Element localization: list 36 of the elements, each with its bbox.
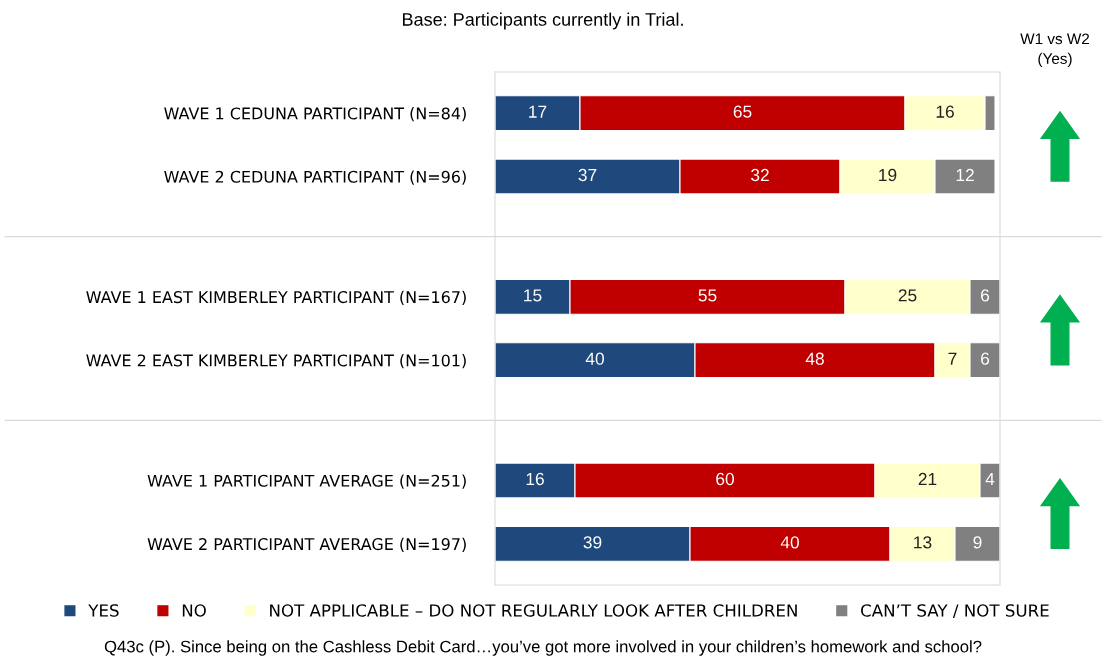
y-tick-label: WAVE 1 EAST KIMBERLEY PARTICIPANT (N=167) [86,290,466,306]
data-label: 4 [985,473,995,485]
data-label: 9 [973,536,982,549]
text: Q43c (P). Since being on the Cashless Debit Card…you’ve got more involved in your children’s homework and school? [104,640,982,656]
data-label: 17 [529,105,547,118]
legend-label: CAN’T SAY / NOT SURE [861,604,1049,619]
data-label: 60 [716,472,734,486]
y-tick-label: WAVE 2 CEDUNA PARTICIPANT (N=96) [164,170,466,185]
data-label: 55 [698,289,717,302]
data-label: 16 [936,105,954,118]
data-label: 48 [805,352,824,365]
y-tick-label: WAVE 2 PARTICIPANT AVERAGE (N=197) [147,537,466,553]
data-label: 32 [751,168,769,182]
legend-label: NOT APPLICABLE – DO NOT REGULARLY LOOK AFTER CHILDREN [270,604,797,617]
data-label: 37 [578,168,597,182]
data-label: 40 [585,352,604,365]
data-label: 25 [898,289,917,302]
chart-subtitle: Base: Participants currently in Trial. [403,12,683,30]
data-label: 16 [526,472,544,486]
legend-label: YES [88,604,119,617]
text: W1 vs W2 (Yes) [1020,33,1090,67]
y-tick-label: WAVE 1 CEDUNA PARTICIPANT (N=84) [164,107,466,122]
legend-label: NO [182,604,206,617]
data-label: 13 [914,536,932,549]
y-tick-label: WAVE 1 PARTICIPANT AVERAGE (N=251) [147,474,466,489]
data-label: 15 [524,289,542,302]
data-label: 21 [918,472,937,485]
data-label: 6 [981,289,990,302]
data-label: 39 [583,536,602,549]
data-label: 19 [879,168,897,182]
data-label: 65 [733,105,752,118]
data-label: 7 [948,352,957,365]
data-label: 6 [981,352,990,365]
y-tick-label: WAVE 2 EAST KIMBERLEY PARTICIPANT (N=101) [86,354,466,369]
data-label: 12 [956,168,974,181]
data-label: 40 [780,536,799,549]
